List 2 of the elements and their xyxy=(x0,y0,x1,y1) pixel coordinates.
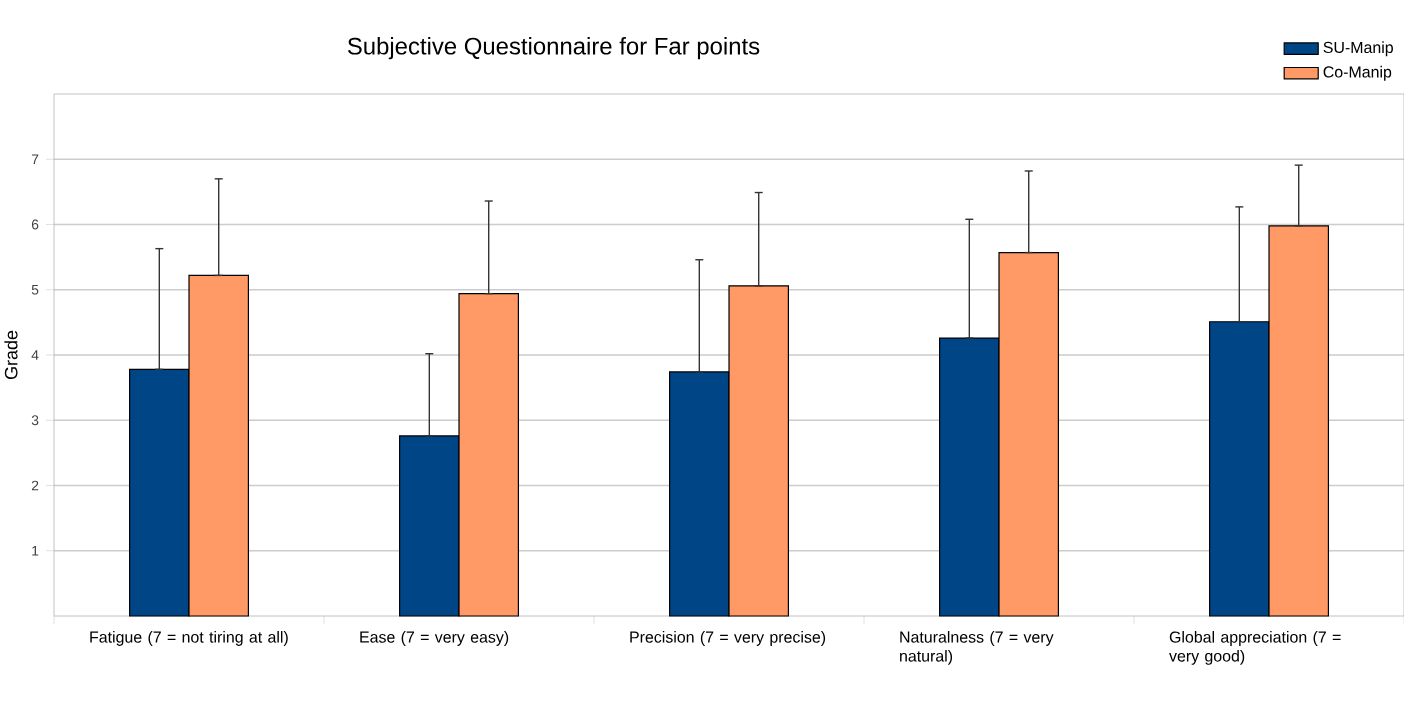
chart-title: Subjective Questionnaire for Far points xyxy=(347,37,760,60)
y-axis-title: Grade xyxy=(4,330,18,380)
